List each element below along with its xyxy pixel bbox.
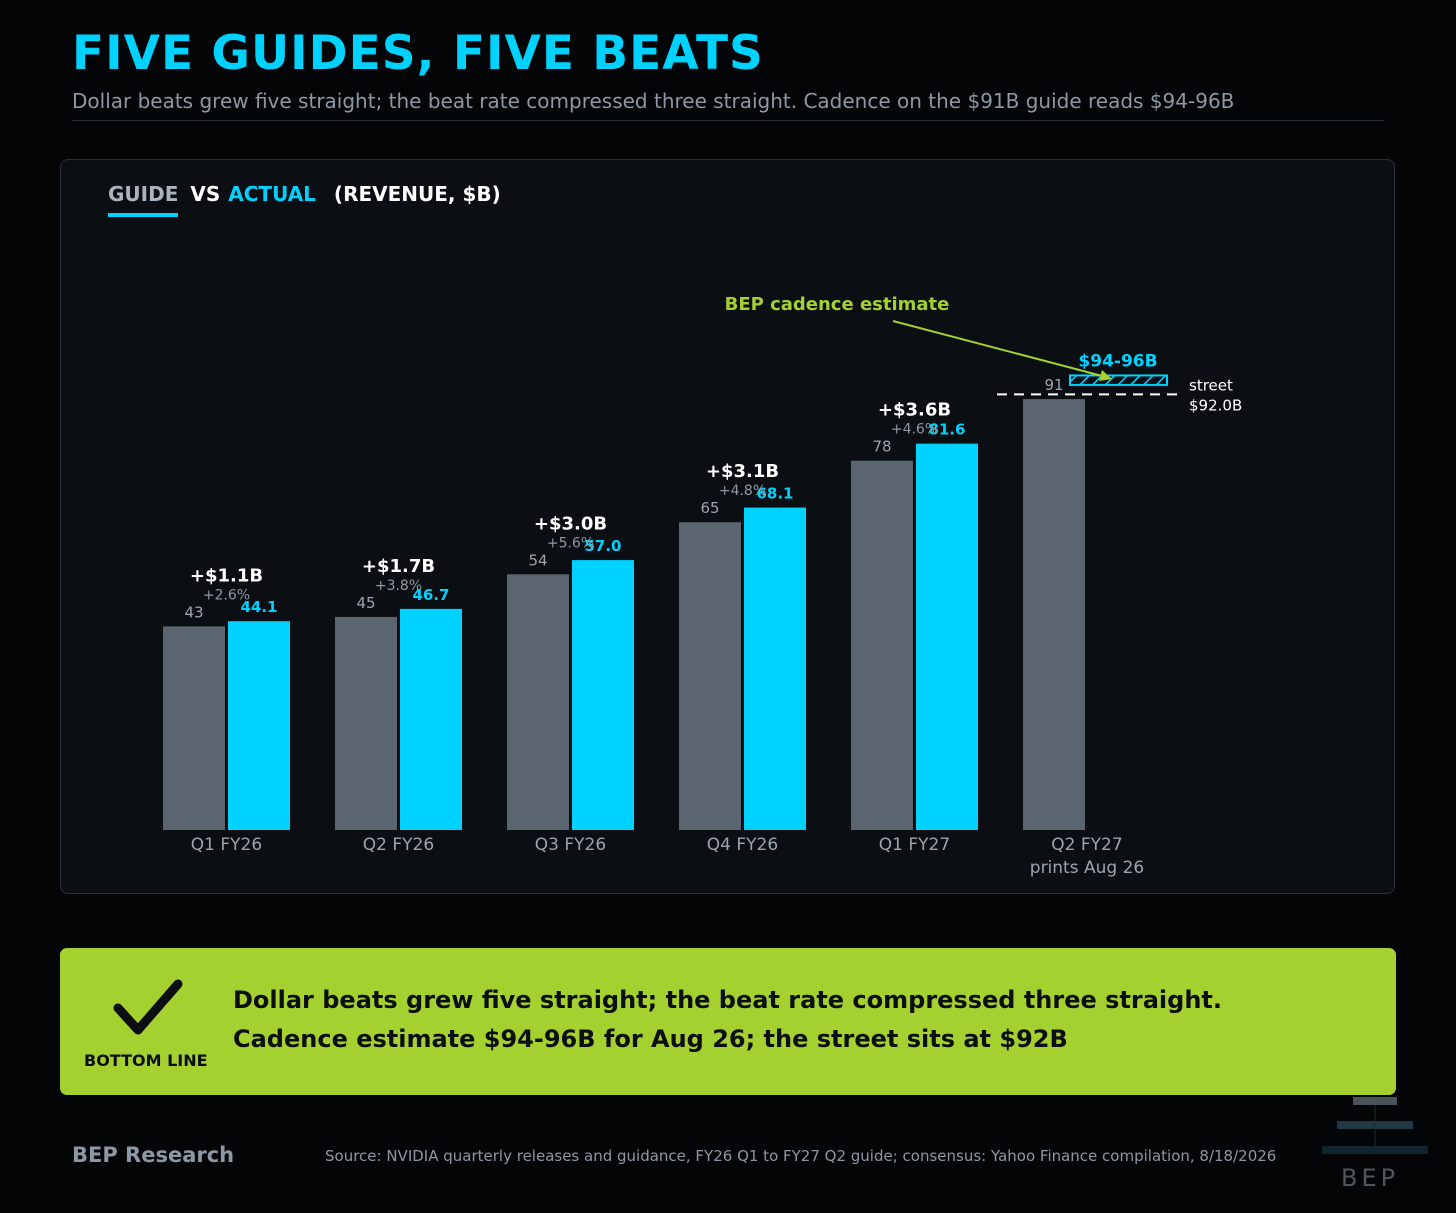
x-tick-label: Q3 FY26 <box>535 835 606 855</box>
bottom-line-text-2: Cadence estimate $94-96B for Aug 26; the… <box>233 1025 1068 1053</box>
guide-vs-actual-chart: 43 44.1 +$1.1B+2.6% Q1 FY26 45 46.7 +$1.7B+3.8… <box>163 294 1242 878</box>
estimate-range-box <box>1069 374 1168 386</box>
footer-source: Source: NVIDIA quarterly releases and gu… <box>325 1147 1277 1165</box>
x-tick-label: Q2 FY26 <box>363 835 434 855</box>
guide-value-label: 45 <box>356 594 375 612</box>
x-tick-label: Q1 FY27 <box>879 835 950 855</box>
x-tick-label: Q1 FY26 <box>191 835 262 855</box>
guide-value-label: 43 <box>184 603 203 621</box>
actual-bar <box>572 560 634 830</box>
guide-bar <box>163 626 225 830</box>
checkmark-icon <box>113 979 183 1035</box>
beat-percent-label: +5.6% <box>547 535 594 551</box>
street-value-label: $92.0B <box>1189 396 1242 414</box>
actual-bar <box>916 443 978 830</box>
guide-bar <box>335 616 397 830</box>
actual-value-label: 81.6 <box>928 421 965 439</box>
x-tick-label: Q4 FY26 <box>707 835 778 855</box>
beat-dollar-label: +$3.6B <box>878 400 951 421</box>
guide-bar <box>679 522 741 830</box>
actual-bar <box>400 608 462 830</box>
beat-percent-label: +3.8% <box>375 578 422 594</box>
beat-dollar-label: +$3.0B <box>534 513 607 534</box>
beat-dollar-label: +$1.7B <box>362 556 435 577</box>
bottom-line-label: BOTTOM LINE <box>84 1051 208 1070</box>
chart-legend-title: GUIDE VS ACTUAL (REVENUE, $B) <box>108 182 501 217</box>
header-divider <box>72 120 1384 121</box>
beat-percent-label: +2.6% <box>203 587 250 603</box>
bottom-line-text-1: Dollar beats grew five straight; the bea… <box>233 986 1222 1014</box>
guide-bar <box>1023 399 1085 830</box>
page-title: FIVE GUIDES, FIVE BEATS <box>72 26 764 81</box>
beat-dollar-label: +$1.1B <box>190 565 263 586</box>
estimate-annotation: BEP cadence estimate <box>725 294 950 315</box>
guide-value-label: 78 <box>872 438 891 456</box>
guide-value-label: 65 <box>700 499 719 517</box>
page-subtitle: Dollar beats grew five straight; the bea… <box>72 89 1235 113</box>
guide-value-label: 54 <box>528 551 547 569</box>
beat-dollar-label: +$3.1B <box>706 461 779 482</box>
actual-value-label: 46.7 <box>412 586 449 604</box>
actual-value-label: 44.1 <box>240 598 277 616</box>
logo-text: BEP <box>1341 1164 1400 1192</box>
actual-value-label: 68.1 <box>756 485 793 503</box>
street-label: street <box>1189 376 1233 394</box>
estimate-arrow-head <box>1099 370 1112 381</box>
bep-logo-icon <box>1322 1097 1428 1154</box>
actual-bar <box>228 621 290 830</box>
footer-brand: BEP Research <box>72 1143 235 1167</box>
beat-percent-label: +4.6% <box>891 422 938 438</box>
x-tick-label: Q2 FY27 <box>1051 835 1122 855</box>
x-tick-sublabel: prints Aug 26 <box>1030 858 1144 878</box>
legend-actual-label: ACTUAL <box>228 182 316 206</box>
legend-units-label: (REVENUE, $B) <box>333 182 501 206</box>
actual-value-label: 57.0 <box>584 537 621 555</box>
legend-vs-label: VS <box>190 182 221 206</box>
bottom-line-panel: BOTTOM LINE Dollar beats grew five strai… <box>60 948 1396 1095</box>
beat-percent-label: +4.8% <box>719 483 766 499</box>
legend-guide-label: GUIDE <box>108 182 179 217</box>
estimate-arrow-line <box>892 320 1107 378</box>
guide-bar <box>507 574 569 830</box>
guide-value-label: 91 <box>1044 376 1063 394</box>
guide-bar <box>851 460 913 830</box>
actual-bar <box>744 507 806 830</box>
estimate-range-label: $94-96B <box>1078 351 1157 371</box>
